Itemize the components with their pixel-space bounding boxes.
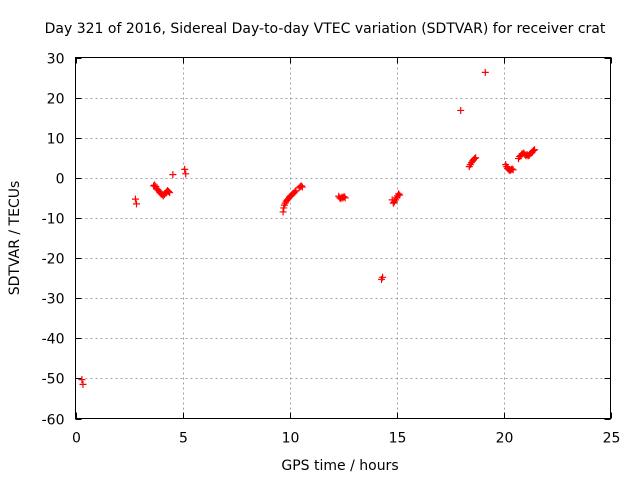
plot-frame [75, 57, 611, 419]
axis-ticks [75, 57, 612, 420]
x-tick-labels: 0 5 10 15 20 25 [72, 431, 620, 447]
x-tick-label: 10 [282, 431, 300, 447]
y-tick-labels: 30 20 10 0 -10 -20 -30 -40 -50 -60 [42, 52, 65, 429]
data-point [457, 106, 465, 114]
y-tick-label: -30 [42, 292, 65, 308]
grid [75, 57, 611, 419]
data-point [471, 155, 479, 163]
data-point [341, 194, 349, 202]
data-point [472, 154, 480, 162]
chart-title: Day 321 of 2016, Sidereal Day-to-day VTE… [45, 21, 606, 37]
data-point [181, 165, 189, 173]
data-point [279, 208, 287, 216]
y-tick-label: 30 [47, 52, 65, 68]
y-axis-label: SDTVAR / TECUs [7, 181, 23, 296]
data-point [169, 171, 177, 179]
y-tick-label: -40 [42, 332, 65, 348]
data-point [529, 147, 537, 155]
data-point [165, 187, 173, 195]
data-point [78, 376, 86, 384]
data-point [481, 68, 489, 76]
data-point [395, 190, 403, 198]
data-point [298, 183, 306, 191]
data-point [132, 200, 140, 208]
x-tick-label: 15 [389, 431, 407, 447]
y-tick-label: -10 [42, 212, 65, 228]
data-point [379, 273, 387, 281]
y-tick-label: -20 [42, 252, 65, 268]
data-point [340, 193, 348, 201]
data-points [78, 68, 539, 388]
y-tick-label: -60 [42, 413, 65, 429]
data-point [131, 195, 139, 203]
y-tick-label: 20 [47, 92, 65, 108]
data-point [508, 165, 516, 173]
data-point [79, 380, 87, 388]
y-tick-label: 10 [47, 132, 65, 148]
data-point [151, 181, 159, 189]
data-point [531, 146, 539, 154]
data-point [182, 170, 190, 178]
data-point [396, 191, 404, 199]
data-point [297, 182, 305, 190]
y-tick-label: -50 [42, 372, 65, 388]
data-point [166, 189, 174, 197]
x-tick-label: 25 [603, 431, 621, 447]
data-point [291, 188, 299, 196]
x-axis-label: GPS time / hours [281, 458, 398, 474]
data-point [509, 166, 517, 174]
x-tick-label: 20 [496, 431, 514, 447]
x-tick-label: 5 [179, 431, 188, 447]
y-tick-label: 0 [56, 172, 65, 188]
x-tick-label: 0 [72, 431, 81, 447]
